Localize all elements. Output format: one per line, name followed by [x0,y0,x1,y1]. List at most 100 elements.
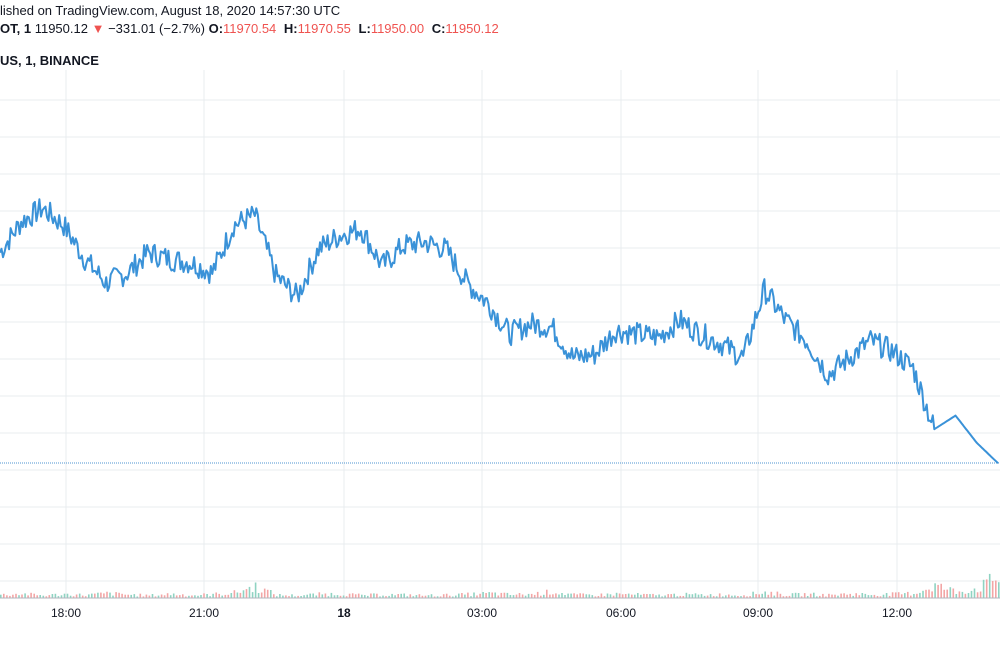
volume-bar [169,595,172,598]
volume-bar [603,596,606,598]
volume-bar [803,593,806,598]
volume-bar [861,593,864,598]
volume-bar [825,596,827,598]
volume-bar [379,596,381,598]
volume-bar [418,594,421,598]
volume-bar [151,594,154,598]
volume-bar [694,593,697,598]
volume-bar [855,593,857,598]
volume-bar [461,593,463,598]
volume-bar [324,593,327,598]
volume-bar [412,596,415,598]
volume-bar [791,593,794,598]
close-label: C: [431,21,446,36]
volume-bar [907,591,909,598]
volume-bar [624,594,627,598]
volume-bar [154,596,157,598]
volume-bar [621,594,624,598]
volume-bar [364,595,366,598]
volume-bar [755,594,757,598]
volume-bar [734,595,736,598]
volume-bar [245,589,248,598]
x-tick-label: 06:00 [606,606,636,620]
volume-bar [285,595,287,598]
volume-bar [227,594,230,598]
volume-bar [57,596,60,598]
volume-bar [700,594,703,598]
volume-bar [922,590,924,598]
volume-bar [354,594,357,598]
volume-bar [239,592,242,598]
series-label: US, 1, BINANCE [0,53,99,68]
volume-bar [373,593,375,598]
volume-bar [306,594,308,598]
volume-bar [427,595,430,598]
volume-bar [391,593,393,598]
open-label: O: [208,21,224,36]
volume-bar [600,593,603,598]
volume-bar [934,583,936,598]
volume-bar [752,591,754,598]
volume-bar [145,594,148,598]
volume-bar [303,595,305,598]
volume-bar [203,593,205,598]
volume-bar [888,595,891,598]
volume-bar [24,593,26,598]
volume-bar [148,595,151,598]
volume-bar [3,593,5,598]
volume-bar [712,596,715,598]
volume-bar [382,595,384,598]
volume-bar [276,596,278,598]
volume-bar [66,593,69,598]
volume-bar [182,594,184,598]
volume-bar [788,595,791,598]
volume-bar [831,594,833,598]
volume-bar [45,596,48,598]
volume-bar [163,595,166,598]
volume-bar [722,596,724,598]
volume-bar [521,594,524,598]
volume-bar [813,592,815,598]
volume-bar [846,594,848,598]
volume-bar [985,579,988,598]
volume-bar [870,595,873,598]
volume-bar [9,595,11,598]
volume-bar [618,593,621,598]
volume-bar [394,595,396,598]
x-axis-ticks: 18:00 21:00 18 03:00 06:00 09:00 12:00 [51,606,912,620]
published-text: lished on TradingView.com, August 18, 20… [0,3,341,18]
volume-bar [421,595,424,598]
volume-bar [758,594,760,598]
volume-bar [609,594,612,598]
volume-bar [743,595,745,598]
volume-bars [0,573,1000,598]
volume-bar [682,596,685,598]
volume-bar [345,596,348,598]
volume-bar [655,595,657,598]
open-value: 11970.54 [223,21,277,36]
volume-bar [236,592,239,598]
volume-bar [822,593,824,598]
volume-bar [864,593,867,598]
volume-bar [403,593,405,598]
volume-bar [773,595,776,598]
volume-bar [779,593,782,598]
volume-bar [500,592,503,598]
volume-bar [406,596,409,598]
volume-bar [63,593,66,598]
volume-bar [39,595,41,598]
x-tick-label: 18 [337,606,351,620]
volume-bar [882,594,885,598]
volume-bar [573,593,575,598]
volume-bar [536,591,539,598]
volume-bar [179,595,181,598]
volume-bar [925,589,927,598]
volume-bar [442,594,445,598]
volume-bar [797,593,800,598]
volume-bar [806,596,809,598]
volume-bar [749,596,751,598]
volume-bar [740,596,742,598]
volume-bar [315,595,318,598]
